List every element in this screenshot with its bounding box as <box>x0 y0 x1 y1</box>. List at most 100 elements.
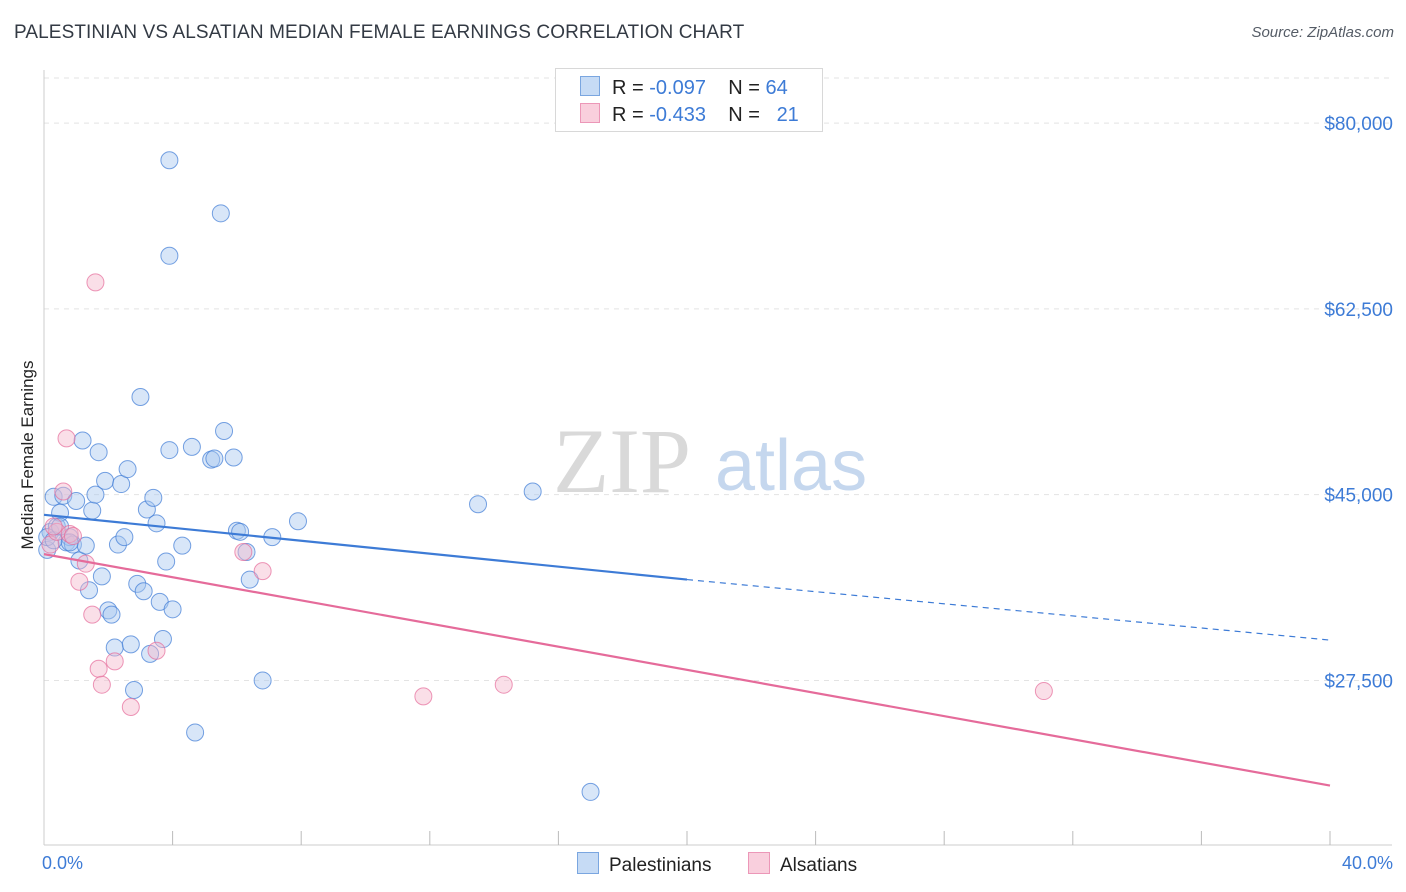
legend-r-label: R = <box>612 77 644 99</box>
alsatians-trend-line <box>43 553 1331 787</box>
palestinians-point <box>131 387 150 406</box>
palestinians-point <box>118 460 137 479</box>
y-tick-label: $80,000 <box>1324 114 1393 135</box>
alsatians-point <box>83 605 102 624</box>
trend-lines <box>43 513 1331 787</box>
legend-row-alsatians: R = -0.433 N = 21 <box>580 103 799 126</box>
alsatians-point <box>234 542 253 561</box>
palestinians-point <box>240 570 259 589</box>
alsatians-point <box>121 697 140 716</box>
source-label: Source: ZipAtlas.com <box>1251 24 1394 41</box>
palestinians-point <box>44 487 63 506</box>
legend-label: Palestinians <box>609 855 712 876</box>
watermark-zip: ZIP <box>553 410 691 512</box>
axes <box>43 70 1392 846</box>
legend-r-value: -0.433 <box>649 104 706 126</box>
palestinians-point <box>134 582 153 601</box>
alsatians-point <box>92 675 111 694</box>
x-tick-marks <box>172 831 1331 845</box>
palestinians-point <box>121 635 140 654</box>
legend-swatch-blue <box>577 852 599 874</box>
palestinians-point <box>253 671 272 690</box>
palestinians-trend-extension <box>686 578 1331 641</box>
alsatians-point <box>44 517 63 536</box>
alsatians-point <box>54 482 73 501</box>
legend-row-palestinians: R = -0.097 N = 64 <box>580 76 788 99</box>
y-tick-label: $27,500 <box>1324 671 1393 692</box>
legend-n-label: N = <box>728 77 760 99</box>
palestinians-point <box>160 441 179 460</box>
palestinians-point <box>83 501 102 520</box>
palestinians-point <box>160 151 179 170</box>
legend-label: Alsatians <box>780 855 858 876</box>
palestinians-point <box>224 448 243 467</box>
palestinians-point <box>108 535 127 554</box>
alsatians-point <box>147 641 166 660</box>
palestinians-point <box>92 567 111 586</box>
palestinians-point <box>115 528 134 547</box>
palestinians-point <box>211 204 230 223</box>
palestinians-point <box>186 723 205 742</box>
alsatians-point <box>89 659 108 678</box>
alsatians-point <box>86 273 105 292</box>
palestinians-point <box>137 500 156 519</box>
x-tick-label-min: 0.0% <box>42 853 83 873</box>
palestinians-point <box>147 514 166 533</box>
watermark: ZIP atlas <box>553 410 867 512</box>
palestinians-point <box>96 471 115 490</box>
y-tick-labels: $80,000 $62,500 $45,000 $27,500 <box>1324 114 1393 692</box>
legend-swatch-blue <box>580 76 600 96</box>
palestinians-point <box>144 488 163 507</box>
correlation-legend: R = -0.097 N = 64 R = -0.433 N = 21 <box>555 68 823 132</box>
legend-n-label: N = <box>728 104 760 126</box>
legend-swatch-pink <box>580 103 600 123</box>
alsatians-points <box>41 273 1053 716</box>
watermark-atlas: atlas <box>715 426 867 506</box>
alsatians-point <box>494 675 513 694</box>
palestinians-point <box>523 482 542 501</box>
palestinians-trend-line <box>43 513 688 581</box>
chart-title: PALESTINIAN VS ALSATIAN MEDIAN FEMALE EA… <box>14 22 745 43</box>
palestinians-point <box>205 449 224 468</box>
alsatians-point <box>57 429 76 448</box>
alsatians-point <box>414 687 433 706</box>
legend-n-value: 64 <box>765 77 788 99</box>
alsatians-point <box>60 524 79 543</box>
palestinians-point <box>160 246 179 265</box>
palestinians-point <box>469 495 488 514</box>
palestinians-point <box>173 536 192 555</box>
palestinians-point <box>89 443 108 462</box>
legend-swatch-pink <box>748 852 770 874</box>
legend-r-label: R = <box>612 104 644 126</box>
palestinians-point <box>157 552 176 571</box>
palestinians-point <box>215 421 234 440</box>
palestinians-point <box>67 492 86 511</box>
palestinians-point <box>125 681 144 699</box>
palestinians-point <box>153 630 172 649</box>
alsatians-point <box>1034 682 1053 701</box>
palestinians-point <box>86 485 105 504</box>
palestinians-point <box>102 605 121 624</box>
x-tick-label-max: 40.0% <box>1342 853 1393 873</box>
legend-r-value: -0.097 <box>649 77 706 99</box>
y-tick-label: $62,500 <box>1324 300 1393 321</box>
legend-n-value: 21 <box>776 104 799 126</box>
palestinians-point <box>581 782 600 801</box>
palestinians-point <box>38 540 57 559</box>
alsatians-point <box>253 562 272 581</box>
palestinians-point <box>73 431 92 450</box>
alsatians-point <box>105 652 124 671</box>
palestinians-point <box>231 522 250 541</box>
y-tick-label: $45,000 <box>1324 486 1393 507</box>
bottom-legend-palestinians[interactable]: Palestinians <box>577 852 711 877</box>
palestinians-point <box>51 517 70 536</box>
palestinians-point <box>182 437 201 456</box>
palestinians-point <box>128 574 147 593</box>
bottom-legend-alsatians[interactable]: Alsatians <box>748 852 857 877</box>
palestinians-point <box>163 600 182 619</box>
alsatians-point <box>70 572 89 591</box>
palestinians-point <box>112 475 131 494</box>
alsatians-point <box>63 527 82 546</box>
palestinians-point <box>288 512 307 531</box>
